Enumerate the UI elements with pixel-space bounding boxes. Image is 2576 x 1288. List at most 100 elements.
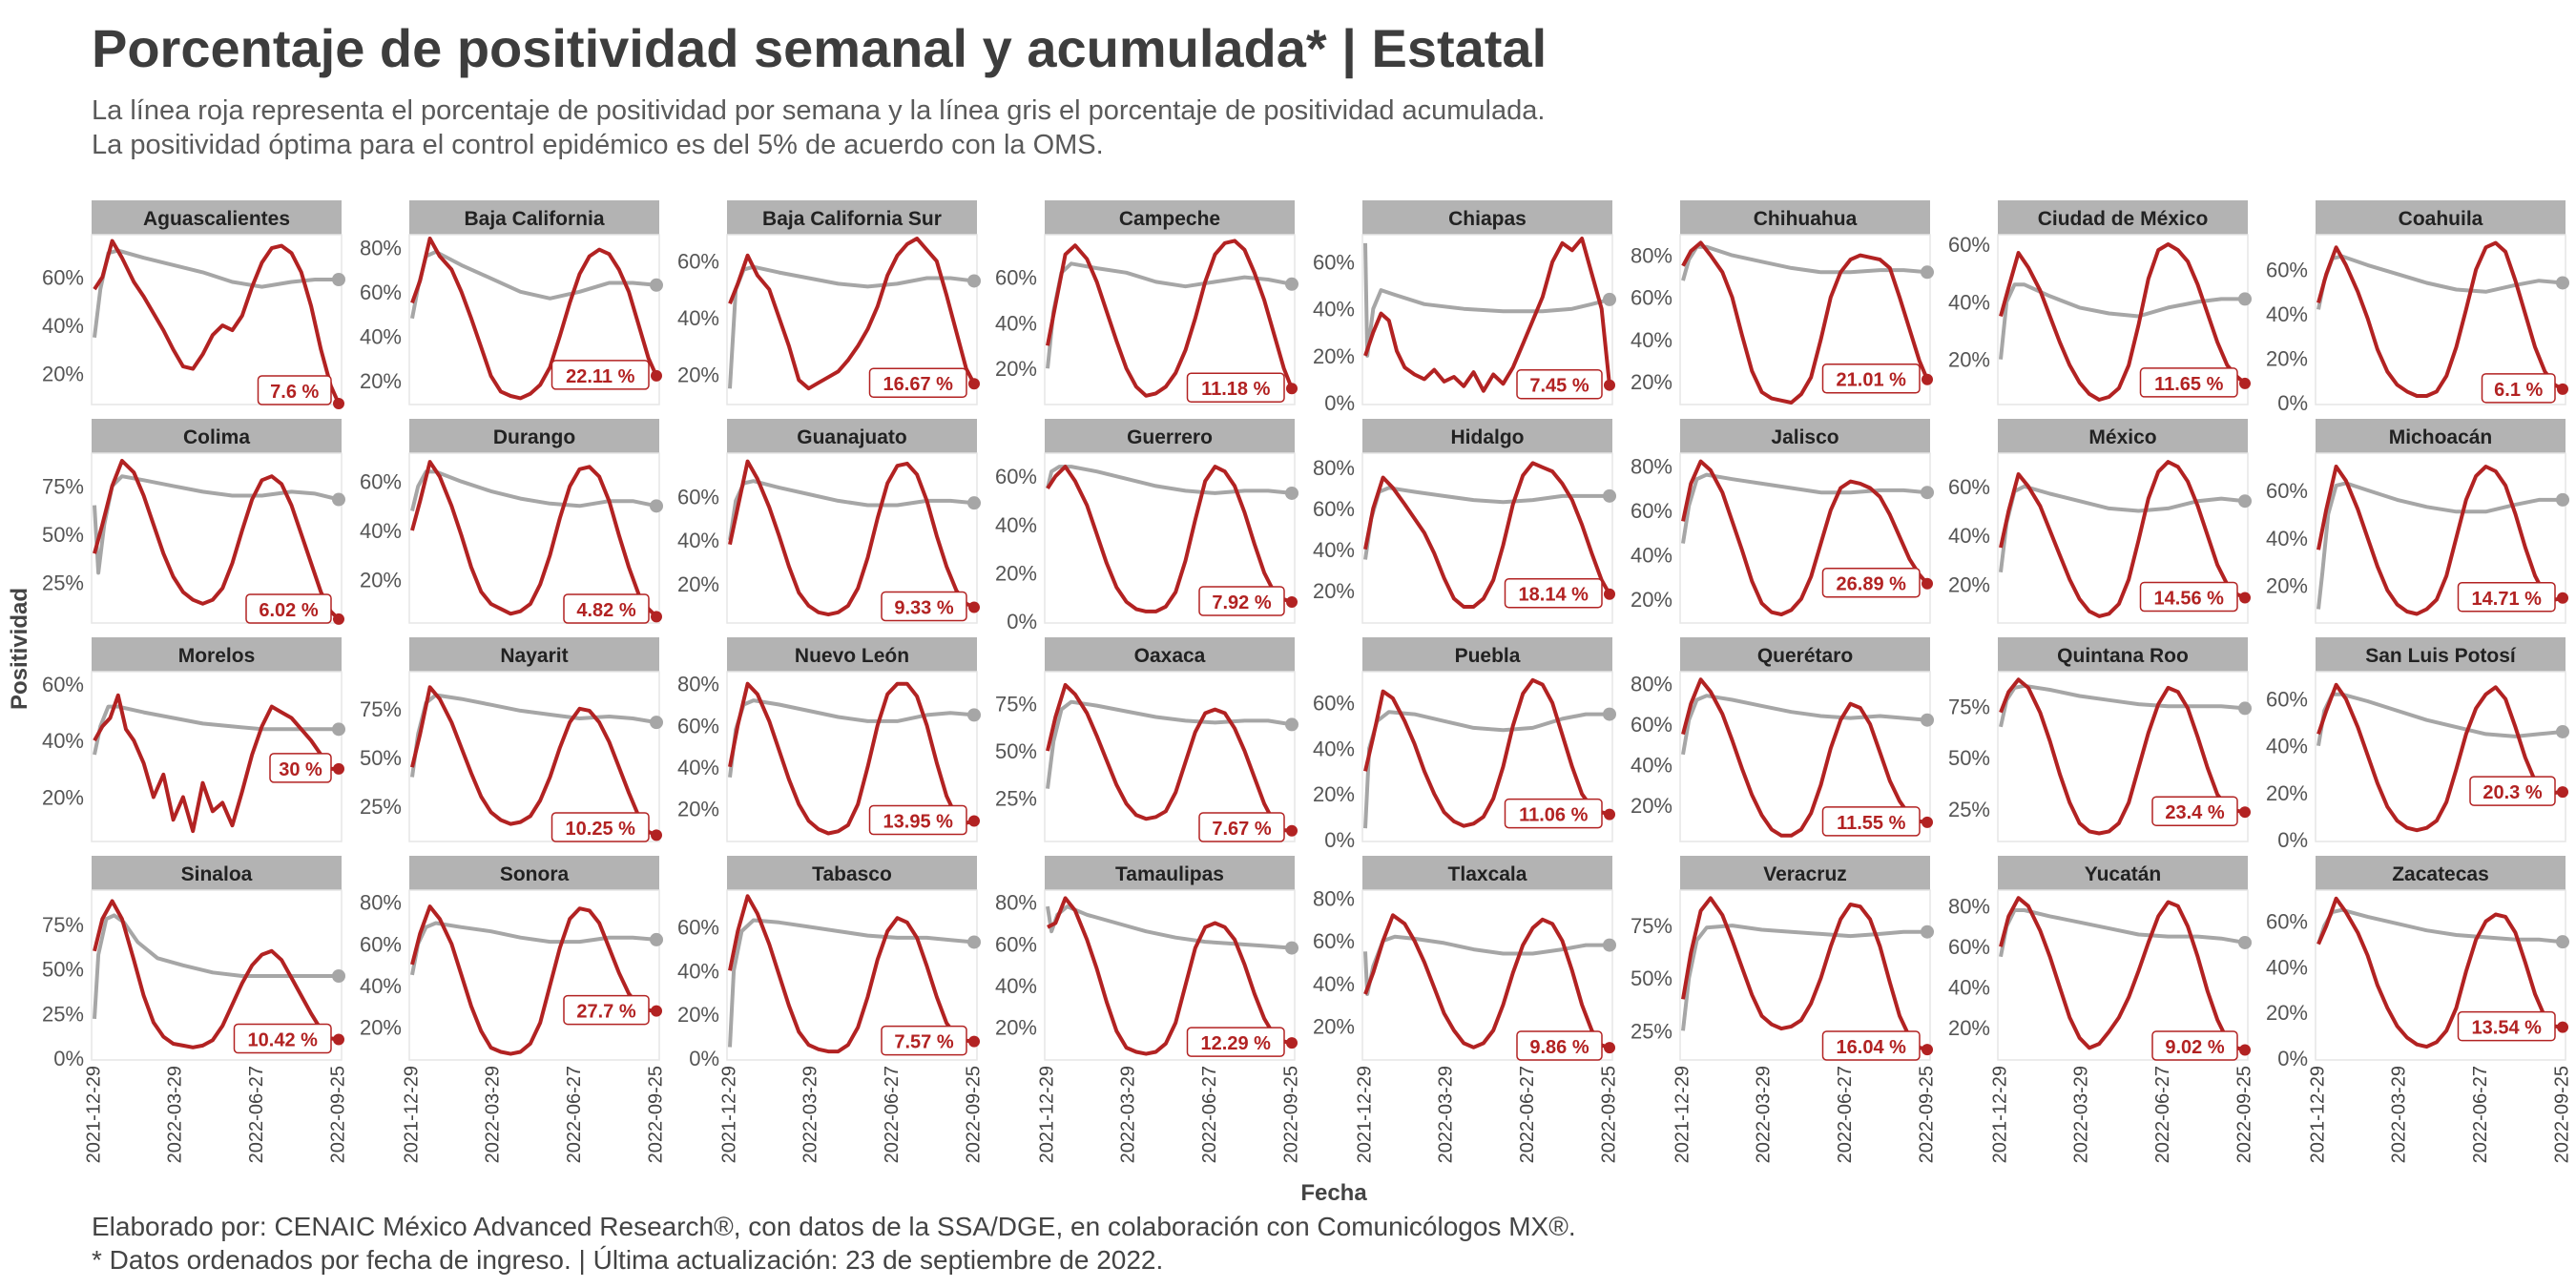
cumulative-end-point (1285, 941, 1298, 955)
weekly-end-point (2239, 377, 2251, 389)
y-tick-label: 60% (360, 932, 402, 956)
value-label-box (2151, 796, 2238, 826)
y-tick-label: 60% (360, 280, 402, 304)
value-label-box (257, 375, 332, 405)
x-tick-label: 2022-06-27 (2470, 1066, 2491, 1163)
cumulative-line-ciudad-de-mexico (1999, 282, 2245, 360)
facet-strip (1045, 856, 1295, 890)
value-label-box (1198, 812, 1285, 842)
cumulative-end-point (1603, 707, 1616, 721)
x-tick-label: 2022-06-27 (882, 1066, 903, 1163)
cumulative-end-point (1603, 938, 1616, 952)
y-tick-label: 60% (677, 714, 719, 737)
panel-border (408, 889, 660, 1061)
facet-title-aguascalientes: Aguascalientes (143, 208, 290, 230)
cumulative-end-point (2556, 276, 2569, 290)
y-tick-label: 20% (677, 363, 719, 386)
caption-line-2: * Datos ordenados por fecha de ingreso. … (92, 1245, 1164, 1275)
value-label-box (868, 367, 967, 398)
panel-border (1679, 234, 1931, 405)
y-tick-label: 20% (995, 561, 1037, 585)
x-tick-label: 2022-09-25 (1916, 1066, 1937, 1163)
weekly-line-tlaxcala (1363, 913, 1610, 1050)
cumulative-end-point (2556, 935, 2569, 949)
value-label-queretaro: 11.55 % (1837, 813, 1906, 834)
y-tick-label: 75% (42, 474, 84, 498)
cumulative-end-point (332, 722, 345, 737)
panel-border (726, 234, 978, 405)
weekly-end-point (333, 762, 344, 775)
cumulative-line-guerrero (1046, 465, 1293, 495)
weekly-end-point (651, 829, 662, 841)
y-tick-label: 50% (1948, 746, 1990, 770)
weekly-end-point (1922, 816, 1933, 828)
cumulative-end-point (332, 969, 345, 983)
facet-strip (727, 637, 977, 672)
weekly-line-chihuahua (1681, 240, 1929, 405)
subtitle-line-2: La positividad óptima para el control ep… (92, 130, 1104, 160)
x-tick-label: 2021-12-29 (1989, 1066, 2010, 1163)
y-tick-label: 40% (2266, 955, 2308, 979)
x-tick-label: 2022-09-25 (963, 1066, 984, 1163)
y-tick-label: 40% (2266, 302, 2308, 326)
facet-title-durango: Durango (493, 426, 575, 448)
cumulative-end-point (1921, 265, 1934, 280)
cumulative-end-point (1921, 924, 1934, 939)
y-tick-label: 20% (1948, 572, 1990, 596)
value-label-sinaloa: 10.42 % (248, 1030, 319, 1051)
panel-border (1361, 452, 1613, 624)
facet-strip (727, 856, 977, 890)
facet-strip (1998, 419, 2248, 453)
weekly-line-zacatecas (2316, 896, 2564, 1049)
x-tick-label: 2022-06-27 (1199, 1066, 1220, 1163)
panel-border (408, 234, 660, 405)
value-label-oaxaca: 7.67 % (1212, 819, 1271, 840)
weekly-line-baja-california-sur (728, 237, 976, 391)
facet-title-sonora: Sonora (500, 863, 570, 885)
facet-strip (409, 200, 659, 235)
y-tick-label: 20% (2266, 781, 2308, 805)
y-tick-label: 20% (1631, 588, 1672, 612)
x-tick-label: 2022-06-27 (564, 1066, 585, 1163)
caption-line-1: Elaborado por: CENAIC México Advanced Re… (92, 1212, 1576, 1241)
x-tick-label: 2021-12-29 (401, 1066, 422, 1163)
cumulative-end-point (2556, 724, 2569, 738)
x-tick-label: 2021-12-29 (1672, 1066, 1693, 1163)
value-label-quintana-roo: 23.4 % (2165, 802, 2224, 823)
value-label-michoacan: 14.71 % (2472, 589, 2543, 610)
panel-border (2315, 452, 2566, 624)
y-tick-label: 60% (2266, 688, 2308, 712)
weekly-end-point (651, 611, 662, 623)
weekly-line-nayarit (410, 685, 657, 838)
value-label-san-luis-potosi: 20.3 % (2483, 782, 2542, 803)
weekly-end-point (968, 601, 980, 613)
value-label-box (2457, 582, 2556, 613)
panel-border (2315, 234, 2566, 405)
panel-border (1044, 671, 1296, 842)
value-label-sonora: 27.7 % (576, 1002, 635, 1023)
value-label-box (2481, 373, 2556, 404)
weekly-end-point (651, 369, 662, 382)
cumulative-line-jalisco (1681, 472, 1928, 544)
panel-border (408, 671, 660, 842)
value-label-ciudad-de-mexico: 11.65 % (2154, 374, 2224, 395)
cumulative-line-michoacan (2316, 481, 2563, 610)
y-tick-label: 40% (1313, 538, 1355, 562)
y-tick-label: 0% (1324, 391, 1355, 415)
y-tick-label: 80% (360, 891, 402, 915)
facet-strip (2316, 856, 2566, 890)
weekly-end-point (968, 378, 980, 390)
y-tick-label: 40% (42, 314, 84, 338)
weekly-line-veracruz (1681, 896, 1928, 1052)
facet-title-morelos: Morelos (178, 645, 256, 667)
facet-title-queretaro: Querétaro (1757, 645, 1853, 667)
y-tick-label: 80% (1631, 454, 1672, 478)
value-label-jalisco: 26.89 % (1837, 574, 1907, 595)
y-tick-label: 60% (677, 250, 719, 274)
y-tick-label: 0% (689, 1047, 719, 1070)
value-label-box (563, 593, 650, 624)
panel-border (2315, 889, 2566, 1061)
y-tick-label: 20% (2266, 347, 2308, 371)
panel-border (408, 452, 660, 624)
y-tick-label: 20% (42, 786, 84, 810)
